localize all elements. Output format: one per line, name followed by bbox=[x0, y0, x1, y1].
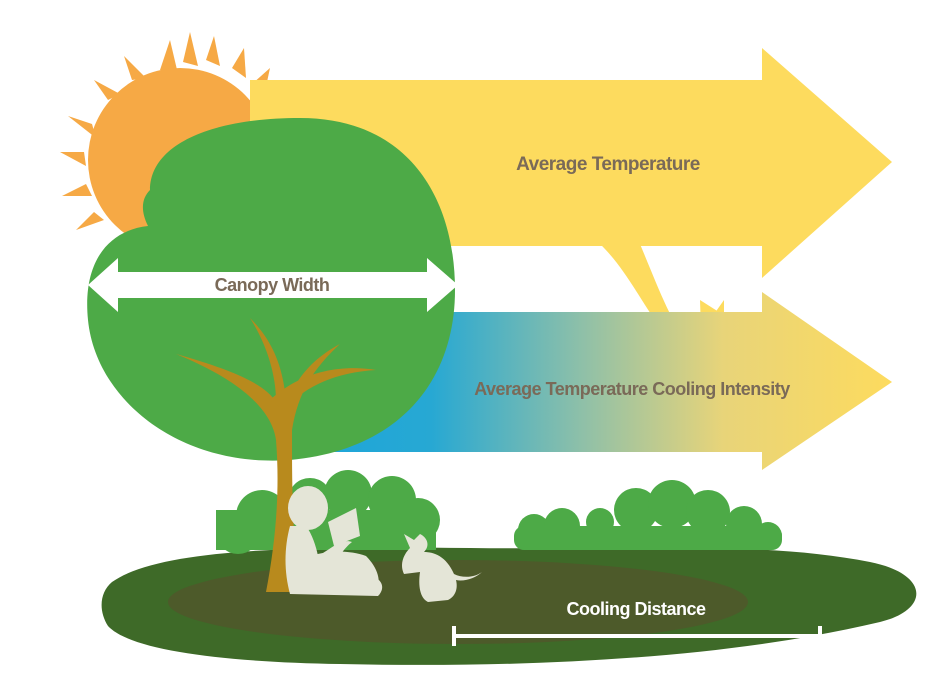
tree-trunk bbox=[176, 318, 376, 592]
dog-icon bbox=[402, 534, 482, 602]
person-reading-icon bbox=[285, 486, 383, 596]
temperature-connector-arrow bbox=[600, 244, 724, 360]
bushes-left bbox=[216, 470, 440, 554]
cooling-distance-bar bbox=[452, 626, 822, 646]
cooling-intensity-arrow bbox=[330, 292, 892, 470]
bushes-right bbox=[514, 480, 782, 550]
cooling-intensity-label: Average Temperature Cooling Intensity bbox=[474, 379, 790, 399]
cooling-distance-label: Cooling Distance bbox=[566, 599, 706, 619]
canopy-width-label: Canopy Width bbox=[215, 275, 330, 295]
average-temperature-label: Average Temperature bbox=[516, 154, 700, 175]
ground bbox=[101, 547, 917, 665]
canopy-width-double-arrow bbox=[88, 258, 458, 312]
